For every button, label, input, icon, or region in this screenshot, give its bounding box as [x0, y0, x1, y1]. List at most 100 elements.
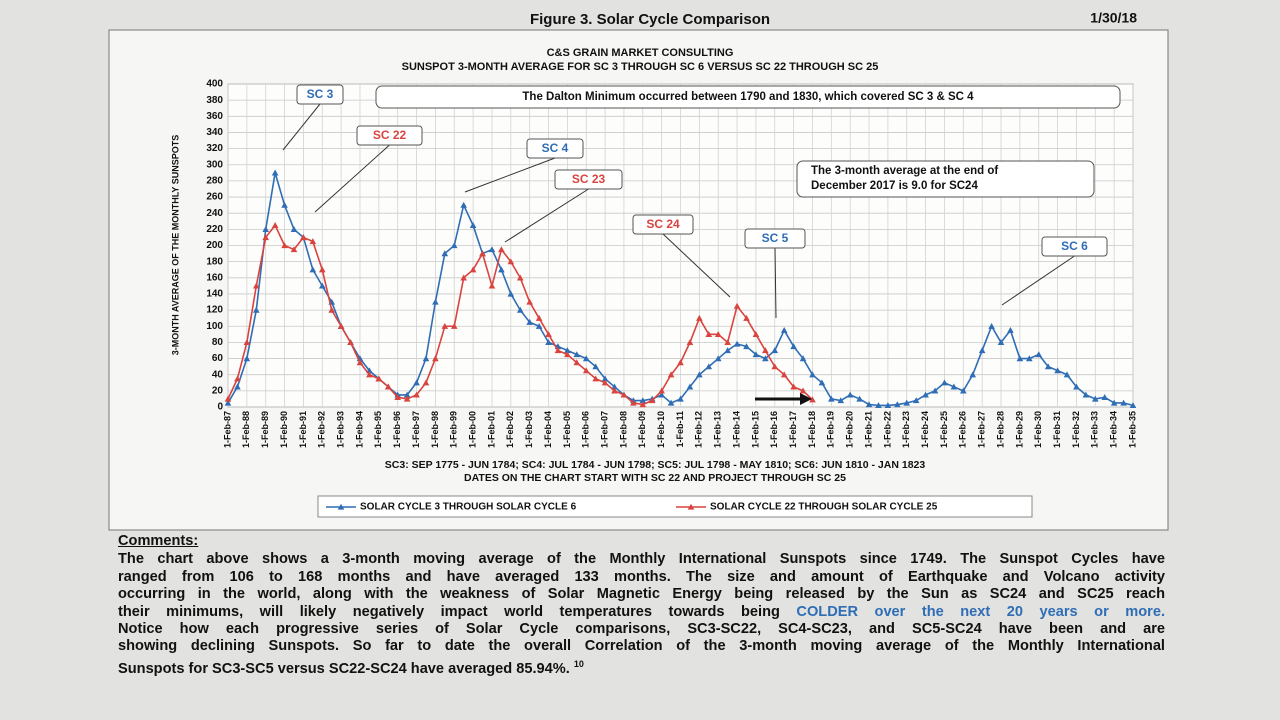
x-tick-label: 1-Feb-88	[241, 411, 251, 448]
x-tick-label: 1-Feb-17	[788, 411, 798, 448]
callout-pointer	[1001, 255, 1075, 306]
x-tick-label: 1-Feb-97	[411, 411, 421, 448]
x-tick-label: 1-Feb-18	[807, 411, 817, 448]
data-point	[498, 246, 505, 253]
figure-title: Figure 3. Solar Cycle Comparison	[530, 11, 770, 28]
data-point	[950, 383, 958, 390]
data-point	[403, 395, 411, 402]
data-point	[234, 383, 241, 390]
data-point	[592, 363, 599, 370]
data-point	[601, 375, 609, 382]
x-tick-label: 1-Feb-21	[863, 411, 873, 448]
callout-box	[296, 84, 344, 105]
chart-title: C&S GRAIN MARKET CONSULTING	[547, 47, 734, 59]
data-point	[1054, 367, 1061, 374]
data-point	[978, 347, 986, 354]
data-point	[1101, 394, 1109, 400]
data-point	[309, 266, 317, 273]
data-point	[705, 331, 713, 337]
x-tick-label: 1-Feb-14	[731, 411, 741, 448]
data-point	[554, 347, 562, 354]
legend-marker	[687, 503, 695, 510]
data-point	[714, 331, 722, 337]
data-point	[318, 282, 326, 289]
y-tick-label: 40	[212, 369, 224, 380]
data-point	[828, 395, 835, 402]
data-point	[780, 371, 788, 378]
y-tick-label: 200	[206, 240, 223, 251]
callout-label: SC 3	[307, 87, 334, 101]
x-tick-label: 1-Feb-91	[298, 411, 308, 448]
y-tick-label: 140	[206, 289, 223, 300]
x-tick-label: 1-Feb-30	[1033, 411, 1043, 448]
data-point	[516, 306, 524, 313]
data-point	[564, 351, 571, 358]
callout-label: SC 6	[1061, 239, 1088, 253]
data-point	[262, 234, 270, 241]
x-tick-label: 1-Feb-25	[939, 411, 949, 448]
x-tick-label: 1-Feb-04	[543, 411, 553, 448]
data-point	[328, 306, 335, 313]
data-point	[441, 250, 449, 257]
annotation-box	[796, 160, 1095, 198]
data-point	[771, 347, 779, 354]
y-tick-label: 280	[206, 176, 223, 187]
data-point	[488, 246, 496, 253]
y-tick-label: 100	[206, 321, 223, 332]
data-point	[639, 401, 647, 408]
data-point	[469, 222, 477, 228]
data-point	[460, 201, 467, 208]
y-tick-label: 220	[206, 224, 223, 235]
data-point	[752, 331, 760, 337]
callout-label: SC 5	[762, 231, 789, 245]
callout-label: SC 24	[646, 217, 680, 231]
arrow-head	[800, 393, 812, 405]
x-tick-label: 1-Feb-99	[449, 411, 459, 448]
data-point	[686, 383, 694, 390]
data-point	[1082, 391, 1090, 398]
callout-pointer	[774, 247, 777, 319]
data-point	[422, 379, 430, 386]
comment-text: their minimums, will likely negatively i…	[118, 603, 797, 620]
data-point	[488, 282, 496, 289]
data-point	[271, 222, 279, 228]
data-point	[630, 399, 637, 406]
x-tick-label: 1-Feb-31	[1052, 411, 1062, 448]
callout-label: SC 4	[542, 141, 569, 155]
data-point	[300, 234, 307, 241]
y-tick-label: 340	[206, 127, 223, 138]
x-tick-label: 1-Feb-03	[524, 411, 534, 448]
x-tick-label: 1-Feb-08	[618, 411, 628, 448]
data-point	[912, 397, 920, 404]
data-point	[1035, 351, 1043, 358]
x-tick-label: 1-Feb-29	[1014, 411, 1024, 448]
callout-box	[632, 214, 694, 235]
comment-line: The chart above shows a 3-month moving a…	[118, 551, 1165, 568]
callout-pointer	[282, 103, 321, 151]
x-tick-label: 1-Feb-89	[260, 411, 270, 448]
y-tick-label: 120	[206, 305, 223, 316]
callout-box	[554, 169, 623, 190]
data-point	[507, 290, 515, 297]
annotation-box	[375, 85, 1121, 109]
data-point	[460, 274, 467, 281]
data-point	[356, 359, 364, 366]
x-tick-label: 1-Feb-02	[505, 411, 515, 448]
y-tick-label: 380	[206, 95, 223, 106]
chart-subtitle: SUNSPOT 3-MONTH AVERAGE FOR SC 3 THROUGH…	[402, 61, 879, 73]
y-tick-label: 20	[212, 385, 224, 396]
data-point	[564, 347, 571, 354]
data-point	[450, 242, 458, 249]
x-tick-label: 1-Feb-20	[845, 411, 855, 448]
data-point	[290, 246, 298, 253]
data-point	[818, 379, 826, 386]
data-point	[252, 306, 260, 313]
data-point	[686, 339, 694, 346]
x-tick-label: 1-Feb-19	[826, 411, 836, 448]
data-point	[997, 339, 1005, 346]
data-point	[1026, 355, 1033, 362]
x-tick-label: 1-Feb-33	[1090, 411, 1100, 448]
x-tick-label: 1-Feb-34	[1109, 411, 1119, 448]
y-tick-label: 240	[206, 208, 223, 219]
